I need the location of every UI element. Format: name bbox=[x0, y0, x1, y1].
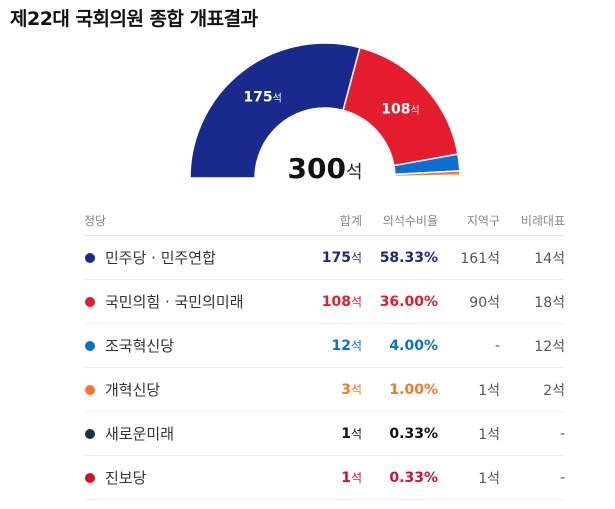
party-color-dot-icon bbox=[85, 252, 95, 263]
table-row[interactable]: 진보당 1석 0.33% 1석 - bbox=[84, 456, 565, 500]
slice-label-unit: 석 bbox=[273, 93, 282, 105]
total-seats-cell: 1석 bbox=[314, 469, 362, 486]
table-header: 정당 합계 의석수비율 지역구 비례대표 bbox=[84, 205, 565, 236]
seat-slice bbox=[189, 42, 361, 179]
total-seats-value: 1 bbox=[341, 470, 351, 486]
seat-ratio-cell: 58.33% bbox=[379, 249, 438, 266]
total-seats-value: 108 bbox=[321, 294, 351, 310]
proportional-seats-cell: - bbox=[559, 469, 565, 486]
total-seats-cell: 1석 bbox=[314, 425, 362, 442]
total-seats-value: 3 bbox=[341, 382, 351, 398]
page-title: 제22대 국회의원 종합 개표결과 bbox=[10, 8, 258, 30]
slice-label: 175석 bbox=[243, 90, 281, 106]
table-row[interactable]: 새로운미래 1석 0.33% 1석 - bbox=[84, 412, 565, 456]
proportional-seats-cell: 14석 bbox=[534, 250, 565, 267]
seat-unit: 석 bbox=[350, 295, 362, 309]
seat-ratio-cell: 4.00% bbox=[389, 337, 438, 354]
party-name: 개혁신당 bbox=[105, 381, 161, 399]
seat-ratio-cell: 0.33% bbox=[389, 469, 438, 486]
party-color-dot-icon bbox=[85, 296, 95, 307]
party-color-dot-icon bbox=[85, 428, 95, 439]
seat-arc-chart: 175석 108석 bbox=[189, 42, 461, 179]
party-cell: 새로운미래 bbox=[84, 423, 314, 444]
seat-unit: 석 bbox=[350, 251, 362, 265]
table-body: 민주당 · 민주연합 175석 58.33% 161석 14석 국민의힘 · 국… bbox=[84, 236, 565, 500]
district-seats-cell: 161석 bbox=[460, 250, 500, 267]
party-name: 국민의힘 · 국민의미래 bbox=[105, 293, 244, 311]
table-row[interactable]: 민주당 · 민주연합 175석 58.33% 161석 14석 bbox=[84, 236, 565, 280]
table-row[interactable]: 개혁신당 3석 1.00% 1석 2석 bbox=[84, 368, 565, 412]
table-row[interactable]: 국민의힘 · 국민의미래 108석 36.00% 90석 18석 bbox=[84, 280, 565, 324]
party-name: 진보당 bbox=[105, 469, 147, 487]
seat-ratio-cell: 0.33% bbox=[389, 425, 438, 442]
party-cell: 국민의힘 · 국민의미래 bbox=[84, 291, 314, 312]
header-proportional: 비례대표 bbox=[520, 213, 565, 228]
party-cell: 개혁신당 bbox=[84, 379, 314, 400]
table-row[interactable]: 조국혁신당 12석 4.00% - 12석 bbox=[84, 324, 565, 368]
seat-unit: 석 bbox=[350, 471, 362, 485]
total-seats-number: 300 bbox=[287, 152, 346, 185]
seat-unit: 석 bbox=[350, 427, 362, 441]
party-color-dot-icon bbox=[85, 384, 95, 395]
proportional-seats-cell: 2석 bbox=[543, 382, 565, 399]
district-seats-cell: - bbox=[494, 337, 500, 354]
total-seats-cell: 3석 bbox=[314, 381, 362, 398]
seat-ratio-cell: 1.00% bbox=[389, 381, 438, 398]
party-color-dot-icon bbox=[85, 472, 95, 483]
total-seats-unit: 석 bbox=[345, 162, 363, 183]
district-seats-cell: 1석 bbox=[478, 382, 500, 399]
total-seats-value: 12 bbox=[331, 338, 351, 354]
seat-unit: 석 bbox=[350, 339, 362, 353]
seat-ratio-cell: 36.00% bbox=[379, 293, 438, 310]
total-seats-value: 175 bbox=[321, 250, 351, 266]
party-name: 민주당 · 민주연합 bbox=[105, 249, 216, 267]
party-name: 조국혁신당 bbox=[105, 337, 175, 355]
results-table: 정당 합계 의석수비율 지역구 비례대표 민주당 · 민주연합 175석 58.… bbox=[84, 205, 565, 500]
header-district: 지역구 bbox=[466, 213, 500, 228]
header-party: 정당 bbox=[84, 213, 107, 228]
total-seats: 300석 bbox=[0, 152, 615, 185]
party-cell: 민주당 · 민주연합 bbox=[84, 247, 314, 268]
party-cell: 진보당 bbox=[84, 467, 314, 488]
proportional-seats-cell: 12석 bbox=[534, 338, 565, 355]
total-seats-cell: 108석 bbox=[314, 293, 362, 310]
header-ratio: 의석수비율 bbox=[382, 213, 438, 228]
party-color-dot-icon bbox=[85, 340, 95, 351]
party-name: 새로운미래 bbox=[105, 425, 175, 443]
district-seats-cell: 90석 bbox=[469, 294, 500, 311]
slice-label: 108석 bbox=[381, 102, 419, 118]
seat-slice bbox=[394, 175, 461, 179]
total-seats-value: 1 bbox=[341, 426, 351, 442]
proportional-seats-cell: - bbox=[559, 425, 565, 442]
party-cell: 조국혁신당 bbox=[84, 335, 314, 356]
district-seats-cell: 1석 bbox=[478, 426, 500, 443]
header-total: 합계 bbox=[339, 213, 362, 228]
total-seats-cell: 12석 bbox=[314, 337, 362, 354]
proportional-seats-cell: 18석 bbox=[534, 294, 565, 311]
slice-label-unit: 석 bbox=[410, 105, 419, 117]
district-seats-cell: 1석 bbox=[478, 470, 500, 487]
seat-unit: 석 bbox=[350, 383, 362, 397]
total-seats-cell: 175석 bbox=[314, 249, 362, 266]
